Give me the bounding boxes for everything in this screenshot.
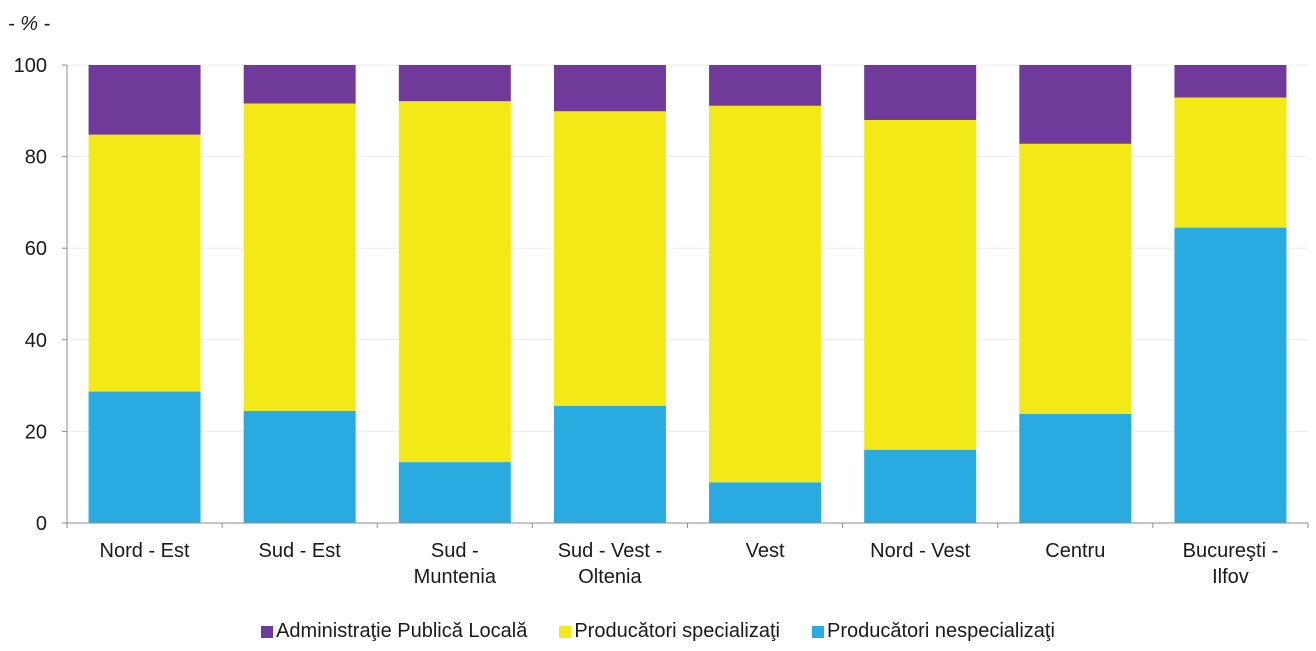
x-tick-label-line: Sud - Est	[259, 540, 342, 562]
bar-segment	[88, 391, 201, 523]
x-tick-label-line: Oltenia	[578, 566, 642, 588]
x-tick-label: Bucureşti - Ilfov	[1183, 540, 1279, 588]
bar-segment	[243, 103, 356, 411]
bar-segment	[709, 65, 822, 106]
x-axis: Nord - Est Sud - Est Sud - Muntenia Sud - Ve…	[66, 522, 1309, 588]
legend-item: Producători nespecializaţi	[812, 620, 1055, 643]
y-tick-label: 80	[25, 147, 47, 169]
bar-segment	[1174, 65, 1287, 98]
y-axis: 0 20 40 60 80 100	[14, 55, 68, 535]
y-unit-label: - % -	[8, 13, 51, 35]
bar-segment	[398, 462, 511, 523]
bar-segment	[864, 65, 977, 120]
bar-segment	[88, 65, 201, 135]
legend-item: Administraţie Publică Locală	[261, 620, 527, 643]
x-tick-label-line: Bucureşti -	[1183, 540, 1279, 562]
x-tick-label: Nord - Est	[100, 540, 190, 562]
y-tick-label: 60	[25, 238, 47, 260]
legend-swatch	[261, 625, 274, 638]
legend-label: Producători specializaţi	[574, 620, 780, 642]
bar-segment	[553, 111, 666, 406]
x-tick-label: Sud - Est	[259, 540, 342, 562]
bars	[88, 65, 1287, 523]
bar-segment	[553, 405, 666, 523]
x-tick-label: Centru	[1045, 540, 1105, 562]
stacked-bar-chart: - % - 0 20 40 60 80 100 Nord - Est Sud - Est Su…	[8, 13, 1309, 588]
bar-segment	[1019, 65, 1132, 144]
bar-segment	[88, 134, 201, 392]
legend-item: Producători specializaţi	[559, 620, 780, 643]
bar-segment	[243, 65, 356, 104]
x-tick-label-line: Nord - Vest	[870, 540, 970, 562]
y-tick-label: 100	[14, 55, 47, 77]
x-tick-label-line: Ilfov	[1212, 566, 1249, 588]
bar-segment	[398, 65, 511, 102]
x-tick-label: Sud - Vest - Oltenia	[558, 540, 663, 588]
x-tick-label-line: Vest	[746, 540, 785, 562]
x-tick-label-line: Sud - Vest -	[558, 540, 663, 562]
x-tick-label-line: Centru	[1045, 540, 1105, 562]
legend-swatch	[812, 625, 824, 638]
x-tick-label-line: Sud -	[431, 540, 479, 562]
legend: Administraţie Publică Locală Producători …	[0, 620, 1316, 643]
legend-label: Producători nespecializaţi	[827, 620, 1055, 642]
x-tick-label-line: Nord - Est	[100, 540, 190, 562]
bar-segment	[1174, 227, 1287, 523]
legend-label: Administraţie Publică Locală	[276, 620, 528, 642]
bar-segment	[709, 482, 822, 523]
bar-segment	[864, 449, 977, 523]
y-tick-label: 40	[25, 330, 47, 352]
bar-segment	[864, 119, 977, 450]
x-tick-label: Vest	[746, 540, 785, 562]
x-tick-label: Nord - Vest	[870, 540, 970, 562]
legend-swatch	[559, 625, 572, 638]
y-tick-label: 20	[25, 421, 47, 443]
bar-segment	[1174, 97, 1287, 228]
bar-segment	[553, 65, 666, 112]
bar-segment	[709, 105, 822, 483]
y-tick-label: 0	[36, 513, 47, 535]
bar-segment	[1019, 414, 1132, 523]
x-tick-label-line: Muntenia	[414, 566, 497, 588]
x-tick-label: Sud - Muntenia	[414, 540, 497, 588]
bar-segment	[243, 410, 356, 523]
bar-segment	[1019, 143, 1132, 414]
bar-segment	[398, 101, 511, 463]
